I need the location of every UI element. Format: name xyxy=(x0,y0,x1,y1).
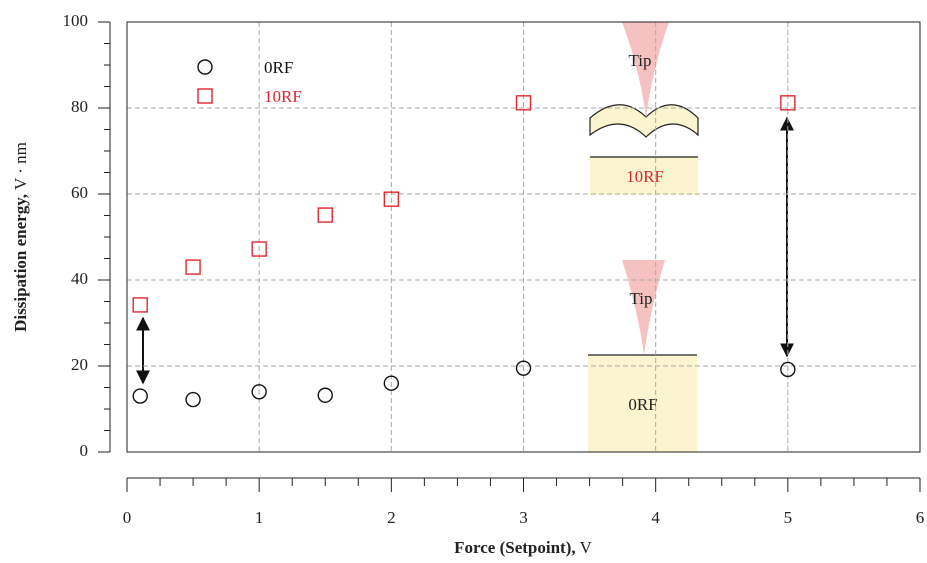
legend-marker xyxy=(197,88,213,104)
y-tick-label: 40 xyxy=(71,269,88,288)
data-point xyxy=(515,360,532,376)
x-tick-label: 5 xyxy=(784,508,793,527)
data-point xyxy=(383,191,400,207)
legend-label: 10RF xyxy=(264,87,302,106)
data-point xyxy=(185,259,201,275)
substrate xyxy=(590,157,698,195)
y-tick-label: 100 xyxy=(63,11,89,30)
data-point xyxy=(515,95,532,111)
y-tick-label: 20 xyxy=(71,355,88,374)
data-point xyxy=(780,95,796,111)
data-point xyxy=(780,361,796,378)
x-tick-label: 6 xyxy=(916,508,925,527)
y-tick-label: 0 xyxy=(80,441,89,460)
x-tick-label: 2 xyxy=(387,508,396,527)
substrate xyxy=(588,355,697,452)
data-point xyxy=(185,391,201,408)
x-axis-unit: V xyxy=(580,538,593,557)
x-tick-label: 0 xyxy=(123,508,132,527)
inset-10rf: Tip 10RF xyxy=(589,22,699,195)
sample-label: 10RF xyxy=(626,167,664,186)
tip-shape xyxy=(622,260,665,355)
data-point xyxy=(132,297,148,313)
y-tick-label: 60 xyxy=(71,183,88,202)
tip-label: Tip xyxy=(628,51,651,70)
y-axis-label: Dissipation energy, V · nm xyxy=(11,142,30,332)
data-point xyxy=(251,241,267,257)
x-axis-title: Force (Setpoint), xyxy=(454,538,576,557)
legend-marker xyxy=(197,59,213,75)
legend-label: 0RF xyxy=(264,58,293,77)
sample-label: 0RF xyxy=(628,395,657,414)
data-point xyxy=(317,387,333,403)
data-point xyxy=(383,375,400,391)
plot-frame xyxy=(126,21,921,453)
tip-shape xyxy=(622,22,669,118)
x-tick-label: 4 xyxy=(651,508,660,527)
x-tick-label: 3 xyxy=(519,508,528,527)
data-point xyxy=(317,207,333,223)
data-point xyxy=(132,388,148,404)
data-point xyxy=(251,384,267,400)
y-axis-unit: V · nm xyxy=(11,142,30,190)
sample-layer xyxy=(589,104,699,138)
x-tick-label: 1 xyxy=(255,508,264,527)
y-tick-label: 80 xyxy=(71,97,88,116)
tip-label: Tip xyxy=(629,289,652,308)
x-axis-label: Force (Setpoint), V xyxy=(454,538,592,557)
y-axis-title: Dissipation energy, xyxy=(11,194,30,332)
inset-0rf: Tip 0RF xyxy=(588,260,697,452)
